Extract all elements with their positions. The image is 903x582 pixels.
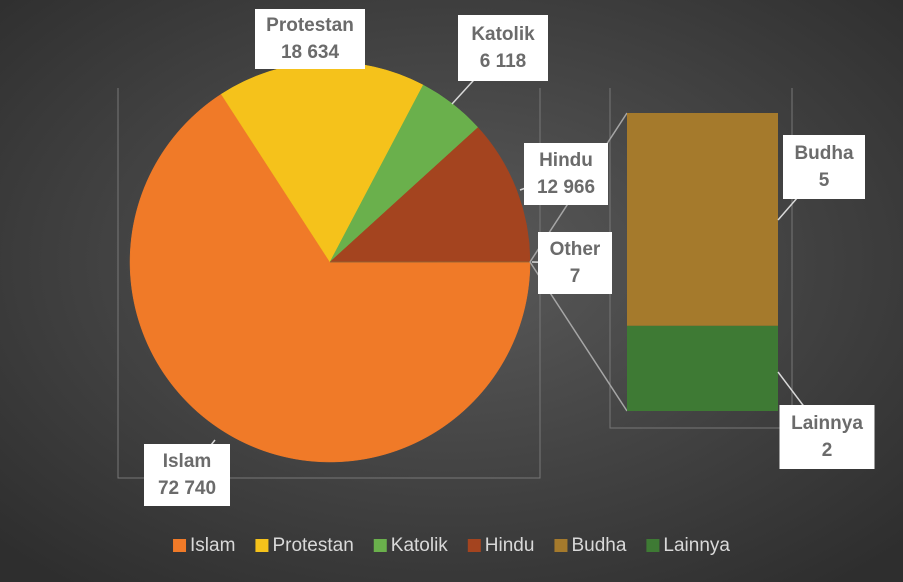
legend-swatch — [554, 539, 568, 552]
label-box — [524, 143, 608, 205]
bar-segment — [627, 113, 778, 326]
legend-swatch — [255, 539, 269, 552]
label-value: 72 740 — [158, 478, 216, 499]
label-box — [538, 232, 612, 294]
label-box — [779, 405, 875, 469]
label-category: Islam — [163, 451, 212, 472]
bar-segment — [627, 325, 778, 411]
legend-label: Katolik — [391, 535, 449, 556]
legend-label: Protestan — [272, 535, 353, 556]
plot — [129, 61, 778, 463]
label-box — [783, 135, 865, 199]
label-value: 5 — [819, 170, 830, 191]
label-box — [144, 444, 230, 506]
legend: Islam Protestan Katolik Hindu Budha Lainnya — [173, 535, 730, 556]
label-value: 7 — [570, 266, 581, 287]
label-category: Hindu — [539, 150, 593, 171]
data-labels: Islam 72 740 Protestan 18 634 Katolik 6 118 Hi… — [144, 9, 875, 506]
legend-swatch — [173, 539, 187, 552]
legend-label: Islam — [190, 535, 235, 556]
legend-swatch — [646, 539, 660, 552]
label-category: Katolik — [471, 24, 535, 45]
label-category: Budha — [794, 143, 854, 164]
label-category: Lainnya — [791, 413, 863, 434]
legend-label: Budha — [571, 535, 626, 556]
pie-slice — [129, 93, 531, 463]
label-box — [255, 9, 365, 69]
legend-items: Islam Protestan Katolik Hindu Budha Lainnya — [173, 535, 730, 556]
label-value: 18 634 — [281, 42, 340, 63]
label-category: Protestan — [266, 15, 354, 36]
legend-swatch — [467, 539, 481, 552]
label-value: 6 118 — [480, 51, 527, 72]
label-value: 2 — [822, 440, 833, 461]
legend-label: Lainnya — [663, 535, 730, 556]
label-value: 12 966 — [537, 177, 595, 198]
legend-swatch — [373, 539, 387, 552]
pie-slice — [329, 127, 531, 263]
label-box — [458, 15, 548, 81]
label-category: Other — [550, 239, 601, 260]
legend-label: Hindu — [485, 535, 535, 556]
